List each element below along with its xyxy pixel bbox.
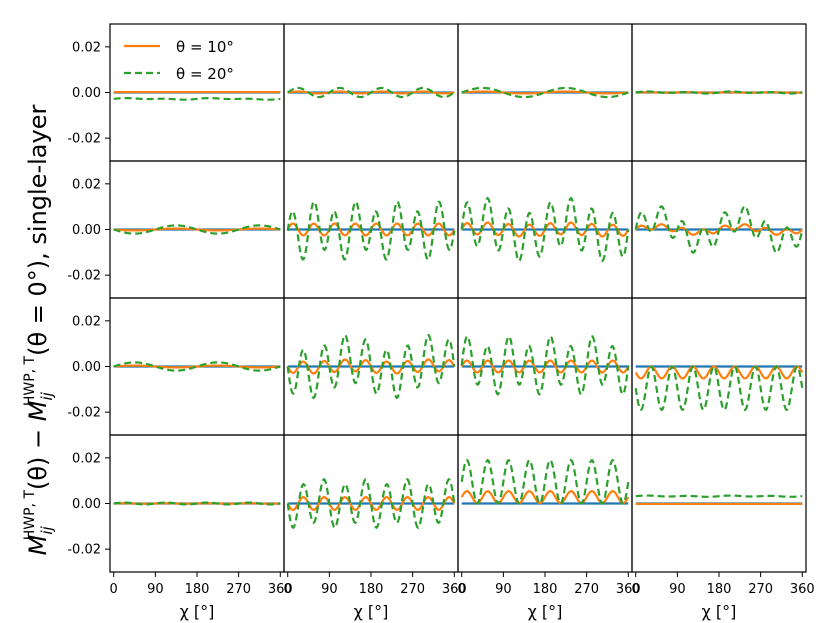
x-tick-label: 180 [707,582,732,597]
x-tick-label: 180 [533,582,558,597]
x-tick-label: 0 [284,582,292,597]
series-line-1-r2-c0 [113,364,281,369]
x-tick-label: 180 [359,582,384,597]
subplot-r3-c3: 0 90 180 270 360 χ [°] [631,434,815,621]
x-tick-label: 360 [442,582,467,597]
x-axis-label: χ [°] [354,602,389,621]
x-axis-label: χ [°] [528,602,563,621]
series-line-2-r3-c2 [460,458,630,505]
y-tick-label: 0.02 [72,451,101,466]
y-axis-label: MijHWP, T(θ) − MijHWP, T(θ = 0°), single… [22,105,56,556]
subplot-r2-c3 [631,297,807,436]
series-line-2-r1-c1 [286,200,456,261]
y-tick-label: -0.02 [67,269,101,284]
y-tick-label: 0.02 [72,314,101,329]
y-tick-label: 0.00 [72,223,101,238]
ylabel-sub1: ij [38,525,56,534]
series-line-2-r1-c0 [113,224,281,235]
x-tick-label: 360 [616,582,641,597]
subplot-r3-c2: 0 90 180 270 360 χ [°] [457,434,641,621]
x-tick-label: 360 [268,582,293,597]
y-tick-label: 0.00 [72,86,101,101]
y-tick-label: -0.02 [67,406,101,421]
series-line-2-r2-c0 [113,361,281,372]
legend-label-theta20: θ = 20° [176,65,234,83]
subplot-r1-c0: 0.02 0.00 -0.02 [67,160,285,299]
y-tick-label: -0.02 [67,132,101,147]
ylabel-mid: (θ) − [24,421,52,490]
x-tick-label: 270 [748,582,773,597]
y-tick-label: 0.02 [72,40,101,55]
series-line-2-r3-c0 [113,501,281,506]
subplot-r0-c2 [457,23,633,162]
x-tick-label: 0 [632,582,640,597]
series-line-1-r3-c2 [460,490,630,505]
series-line-1-r3-c1 [286,495,456,512]
series-line-2-r2-c2 [460,334,630,396]
series-line-2-r2-c3 [634,365,804,412]
subplot-r0-c3 [631,23,807,162]
subplot-r1-c3 [631,160,807,299]
ylabel-sup1: HWP, T [22,490,38,541]
series-line-2-r3-c1 [286,477,456,530]
series-line-2-r2-c1 [286,333,456,400]
subplot-grid: 0.020.00-0.020.020.00-0.020.020.00-0.020… [67,23,815,621]
x-tick-label: 90 [669,582,686,597]
subplot-r3-c0: 0.02 0.00 -0.02 0 90 180 270 360 χ [°] [67,434,293,621]
x-tick-label: 90 [147,582,164,597]
x-tick-label: 0 [110,582,118,597]
subplot-r2-c0: 0.02 0.00 -0.02 [67,297,285,436]
subplot-r1-c2 [457,160,633,299]
subplot-r0-c1 [283,23,459,162]
subplot-r1-c1 [283,160,459,299]
series-line-2-r1-c3 [634,205,804,254]
y-tick-label: 0.02 [72,177,101,192]
x-axis-label: χ [°] [180,602,215,621]
y-tick-label: -0.02 [67,543,101,558]
x-axis-label: χ [°] [702,602,737,621]
x-tick-label: 360 [790,582,815,597]
legend-label-theta10: θ = 10° [176,38,234,56]
x-tick-label: 180 [185,582,210,597]
series-line-2-r0-c0 [113,96,281,101]
series-line-2-r0-c2 [461,86,629,99]
x-tick-label: 270 [226,582,251,597]
x-tick-label: 0 [458,582,466,597]
ylabel-sup2: HWP, T [22,355,38,406]
x-tick-label: 90 [495,582,512,597]
series-line-2-r0-c3 [635,90,803,95]
x-tick-label: 270 [574,582,599,597]
x-tick-label: 90 [321,582,338,597]
subplot-r3-c1: 0 90 180 270 360 χ [°] [283,434,467,621]
ylabel-main2: M [24,400,52,421]
series-line-1-r1-c0 [113,227,281,232]
subplot-r2-c1 [283,297,459,436]
subplot-r0-c0: 0.02 0.00 -0.02 [67,23,285,162]
ylabel-main1: M [24,534,52,555]
series-line-2-r1-c2 [460,196,630,263]
legend: θ = 10° θ = 20° [124,38,234,83]
ylabel-sub2: ij [38,391,56,400]
series-line-1-r0-c2 [461,90,629,95]
series-line-2-r0-c1 [287,86,455,99]
y-tick-label: 0.00 [72,497,101,512]
x-tick-label: 270 [400,582,425,597]
ylabel-tail: (θ = 0°), single-layer [24,105,52,356]
subplot-r2-c2 [457,297,633,436]
y-tick-label: 0.00 [72,360,101,375]
series-line-2-r3-c3 [635,494,803,498]
